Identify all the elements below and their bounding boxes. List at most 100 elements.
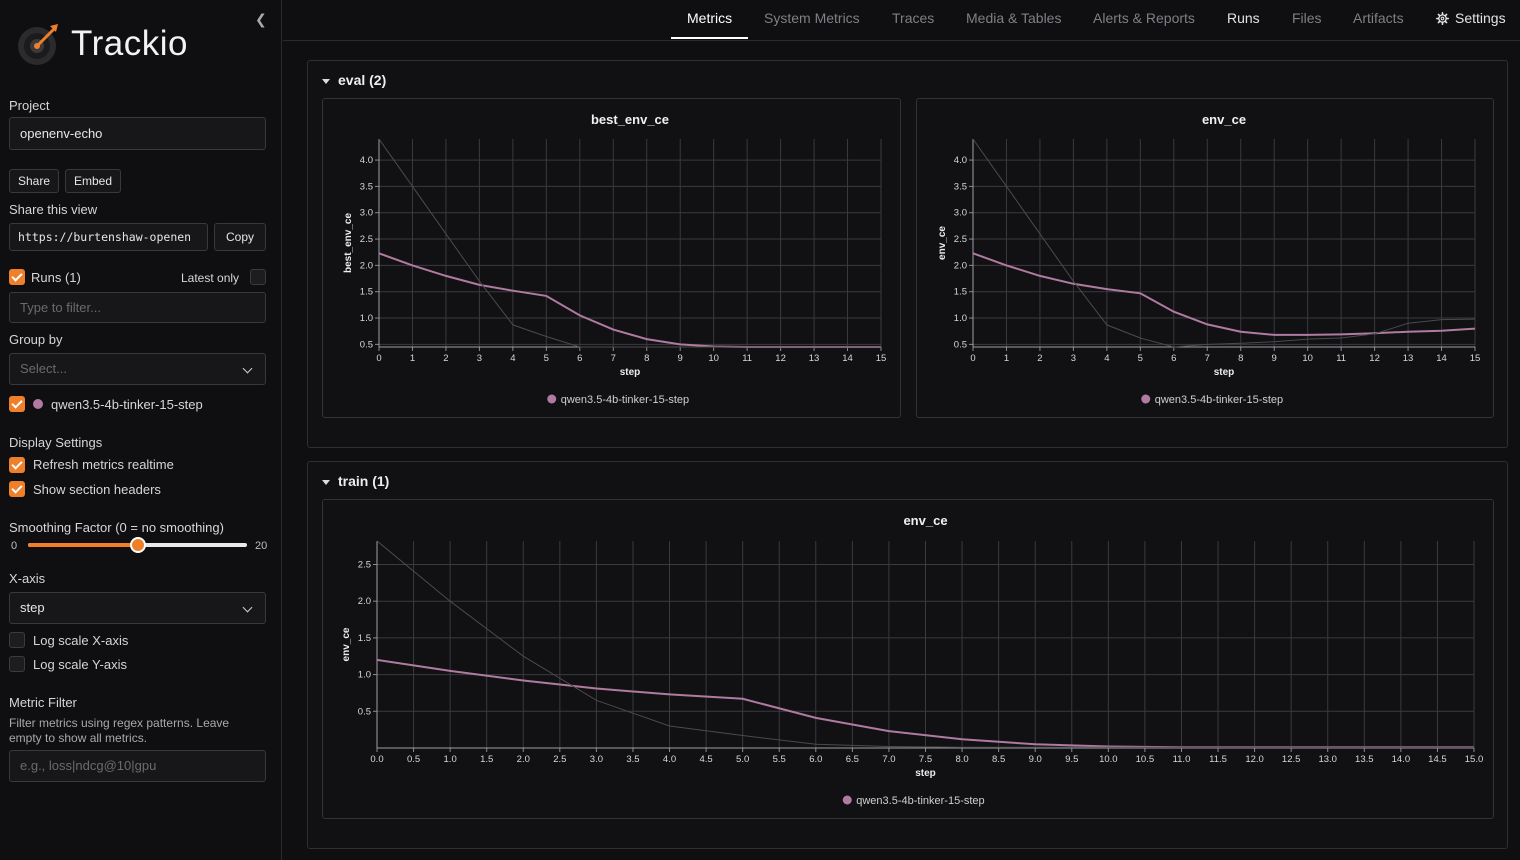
y-tick-label: 3.0 (954, 208, 967, 219)
smoothing-slider-fill (28, 543, 138, 547)
y-tick-label: 3.5 (954, 181, 967, 192)
y-tick-label: 1.0 (360, 313, 373, 324)
x-tick-label: 1.0 (444, 754, 457, 765)
embed-button[interactable]: Embed (65, 169, 122, 193)
tab-alerts-reports[interactable]: Alerts & Reports (1093, 10, 1195, 26)
legend-label: qwen3.5-4b-tinker-15-step (856, 795, 984, 807)
x-tick-label: 10.0 (1099, 754, 1118, 765)
tab-runs[interactable]: Runs (1227, 10, 1260, 26)
tab-settings-label: Settings (1455, 10, 1506, 26)
y-tick-label: 0.5 (954, 339, 967, 350)
latest-only-checkbox[interactable] (250, 269, 266, 285)
section-headers-label: Show section headers (33, 482, 161, 497)
metric-filter-label: Metric Filter (9, 695, 77, 710)
x-tick-label: 10 (708, 353, 719, 364)
group-by-value: Select... (20, 361, 67, 376)
section-eval-header[interactable]: eval (2) (322, 72, 386, 88)
x-tick-label: 9.0 (1029, 754, 1042, 765)
y-axis-label: env_ce (937, 226, 948, 260)
x-tick-label: 9 (678, 353, 683, 364)
plot-eval-env-ce[interactable]: env_ce 0 1 2 3 4 5 6 7 8 9 10 11 12 13 14 15 0.5 1.0 1.5 2.0… (916, 98, 1494, 418)
chart-title: best_env_ce (591, 112, 669, 127)
share-url-field[interactable]: https://burtenshaw-openen (9, 223, 208, 251)
top-nav: Metrics System Metrics Traces Media & Ta… (283, 0, 1520, 41)
chart-train-env-ce[interactable]: env_ce 0.0 0.5 1.0 1.5 2.0 2.5 3.0 3.5 4.0 4.5 5.0 5… (323, 500, 1493, 818)
x-tick-label: 15.0 (1465, 754, 1484, 765)
section-headers-checkbox[interactable] (9, 481, 25, 497)
x-tick-label: 1 (410, 353, 415, 364)
x-tick-label: 11 (742, 353, 752, 364)
x-tick-label: 4.5 (699, 754, 712, 765)
y-tick-label: 3.0 (360, 208, 373, 219)
chart-eval-env-ce[interactable]: env_ce0 1 2 3 4 5 6 7 8 9 10 11 12 13 14 150.51.01.52.0… (917, 99, 1493, 417)
metric-filter-input[interactable]: e.g., loss|ndcg@10|gpu (9, 750, 266, 782)
legend-marker (1141, 394, 1151, 404)
tab-media-tables[interactable]: Media & Tables (966, 10, 1062, 26)
x-tick-label: 1.5 (480, 754, 493, 765)
gear-icon (1436, 12, 1449, 25)
caret-down-icon (322, 78, 330, 84)
x-tick-label: 6 (577, 353, 582, 364)
x-tick-label: 14 (842, 353, 853, 364)
run-name[interactable]: qwen3.5-4b-tinker-15-step (51, 397, 203, 412)
x-tick-label: 11.0 (1173, 754, 1191, 765)
chart-title: env_ce (1202, 112, 1246, 127)
runs-checkbox[interactable] (9, 269, 25, 285)
tab-settings[interactable]: Settings (1436, 10, 1506, 26)
x-tick-label: 15 (876, 353, 887, 364)
section-eval-title: eval (2) (338, 72, 387, 88)
series-line-raw (972, 138, 1476, 348)
x-tick-label: 14 (1436, 353, 1447, 364)
y-tick-label: 1.0 (358, 670, 371, 681)
section-train: train (1) env_ce 0.0 0.5 1.0 1.5 2.0 2.5 3.0 3.5… (307, 461, 1508, 849)
x-tick-label: 13 (1403, 353, 1414, 364)
x-tick-label: 3 (477, 353, 482, 364)
x-tick-label: 8 (644, 353, 649, 364)
refresh-realtime-label: Refresh metrics realtime (33, 457, 174, 472)
tab-files[interactable]: Files (1292, 10, 1322, 26)
x-tick-label: 15 (1470, 353, 1481, 364)
refresh-realtime-checkbox[interactable] (9, 457, 25, 473)
copy-button[interactable]: Copy (214, 223, 266, 251)
x-tick-label: 0.5 (407, 754, 420, 765)
run-color-dot (33, 399, 43, 409)
smoothing-slider-thumb[interactable] (130, 537, 146, 553)
legend-label: qwen3.5-4b-tinker-15-step (561, 394, 689, 406)
chevron-down-icon (242, 602, 253, 613)
run-filter-input[interactable]: Type to filter... (9, 292, 266, 323)
log-y-checkbox[interactable] (9, 656, 25, 672)
log-x-checkbox[interactable] (9, 632, 25, 648)
collapse-sidebar-icon[interactable]: ❮ (255, 11, 267, 27)
y-tick-label: 3.5 (360, 181, 373, 192)
latest-only-label: Latest only (181, 271, 240, 285)
group-by-label: Group by (9, 332, 63, 347)
x-tick-label: 7 (1205, 353, 1210, 364)
plot-train-env-ce[interactable]: env_ce 0.0 0.5 1.0 1.5 2.0 2.5 3.0 3.5 4.0 4.5 5.0 5… (322, 499, 1494, 819)
display-settings-label: Display Settings (9, 435, 103, 450)
xaxis-select[interactable]: step (9, 592, 266, 624)
tab-system-metrics[interactable]: System Metrics (764, 10, 860, 26)
x-tick-label: 14.0 (1392, 754, 1411, 765)
x-tick-label: 2 (1037, 353, 1042, 364)
tab-metrics[interactable]: Metrics (687, 10, 733, 26)
x-tick-label: 4 (510, 353, 515, 364)
x-tick-label: 0 (376, 353, 381, 364)
y-tick-label: 1.5 (360, 287, 373, 298)
plot-best-env-ce[interactable]: best_env_ce 0 1 2 3 4 5 6 7 8 9 10 11 12 13 14 15 0.5 1.0 1… (322, 98, 901, 418)
tab-traces[interactable]: Traces (892, 10, 935, 26)
section-train-header[interactable]: train (1) (322, 473, 389, 489)
tab-artifacts[interactable]: Artifacts (1353, 10, 1404, 26)
chart-best-env-ce[interactable]: best_env_ce0 1 2 3 4 5 6 7 8 9 10 11 12 13 14 150.51.01… (323, 99, 900, 417)
group-by-select[interactable]: Select... (9, 353, 266, 385)
run-checkbox[interactable] (9, 396, 25, 412)
project-input[interactable]: openenv-echo (9, 117, 266, 150)
x-tick-label: 5.5 (773, 754, 786, 765)
share-button[interactable]: Share (9, 169, 60, 193)
section-train-title: train (1) (338, 473, 390, 489)
x-tick-label: 0 (970, 353, 975, 364)
x-tick-label: 8 (1238, 353, 1243, 364)
y-tick-label: 2.5 (954, 234, 967, 245)
series-line-smoothed (378, 252, 881, 348)
log-y-label: Log scale Y-axis (33, 657, 127, 672)
x-tick-label: 6.0 (809, 754, 822, 765)
